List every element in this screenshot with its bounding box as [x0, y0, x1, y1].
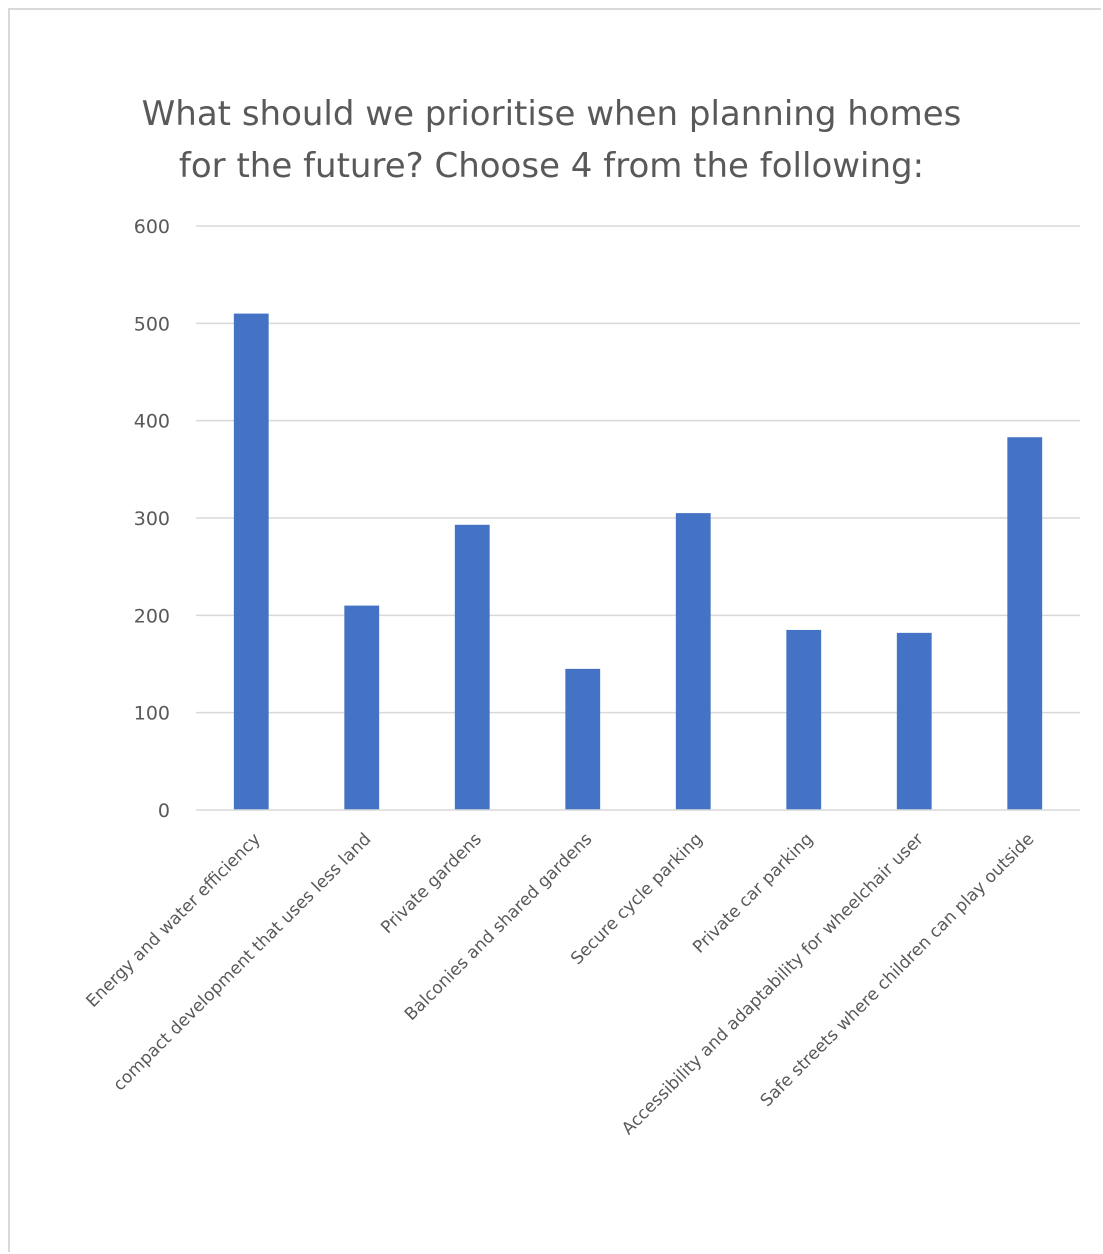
y-tick-label: 600 — [134, 216, 170, 238]
chart-area — [8, 8, 1101, 1252]
y-tick-label: 200 — [134, 605, 170, 627]
x-category-label: compact development that uses less land — [110, 829, 376, 1095]
y-tick-label: 400 — [134, 411, 170, 433]
x-category-label: Private gardens — [377, 829, 486, 938]
x-category-label: Balconies and shared gardens — [401, 829, 596, 1024]
chart-title: What should we prioritise when planning … — [141, 94, 962, 186]
bar — [565, 668, 601, 810]
bar — [1007, 437, 1043, 810]
gridlines — [196, 225, 1080, 714]
y-tick-label: 0 — [158, 800, 170, 822]
bar — [896, 632, 932, 810]
bar — [675, 513, 711, 810]
y-tick-label: 300 — [134, 508, 170, 530]
bars — [233, 313, 1043, 810]
bar — [454, 524, 490, 810]
y-axis-ticks: 0 100 200 300 400 500 600 — [134, 216, 170, 822]
x-category-label: Private car parking — [689, 829, 817, 957]
bar — [344, 605, 380, 810]
y-tick-label: 100 — [134, 703, 170, 725]
bar — [233, 313, 269, 810]
bar — [786, 629, 822, 810]
y-tick-label: 500 — [134, 313, 170, 335]
x-category-label: Energy and water efficiency — [83, 829, 265, 1011]
